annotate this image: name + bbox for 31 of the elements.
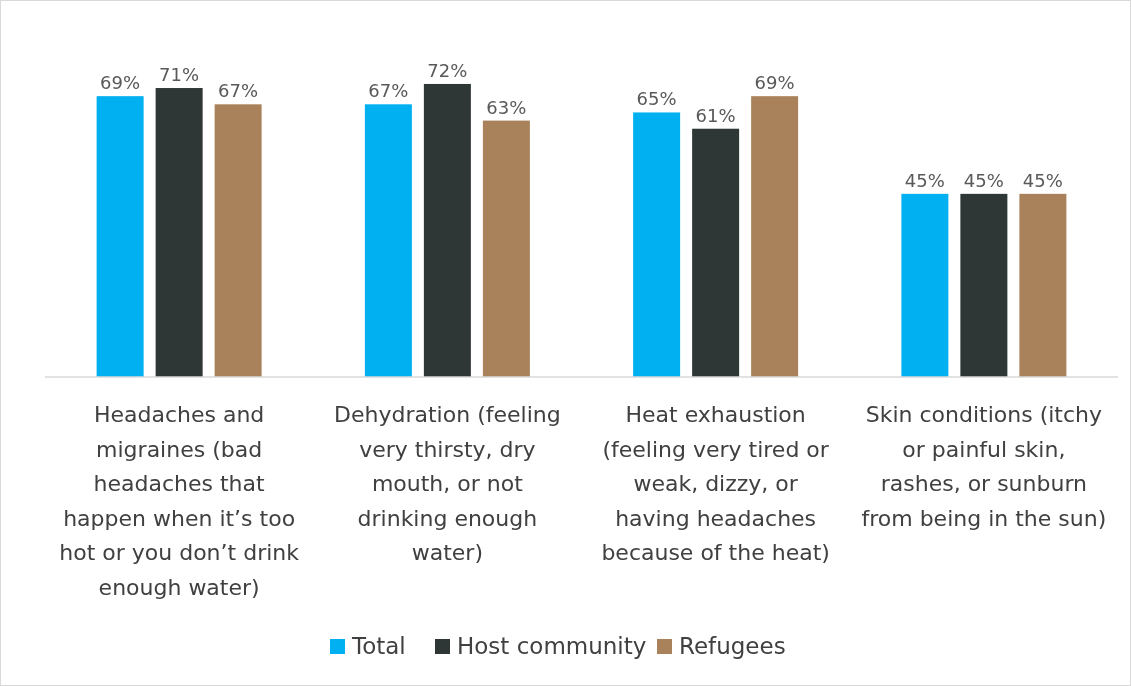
data-label: 69% <box>754 72 795 94</box>
bar <box>214 104 262 377</box>
bar <box>423 83 471 377</box>
data-label: 67% <box>368 80 409 102</box>
bar <box>633 112 681 377</box>
bar <box>751 96 799 377</box>
x-tick-label: Heat exhaustion (feeling very tired or weak, dizzy, or having headaches because of the heat) <box>601 402 830 565</box>
data-label: 45% <box>963 169 1004 191</box>
data-label: 69% <box>100 72 141 94</box>
legend-label: Host community <box>457 633 647 659</box>
bar <box>155 88 203 377</box>
data-label: 67% <box>218 80 259 102</box>
data-label: 72% <box>427 59 468 81</box>
bar <box>960 193 1008 377</box>
data-label: 45% <box>1022 169 1063 191</box>
data-label: 45% <box>904 169 945 191</box>
legend-label: Total <box>351 633 406 659</box>
bar <box>482 120 530 377</box>
data-label: 63% <box>486 96 527 118</box>
bar <box>1019 193 1067 377</box>
bar <box>364 104 412 377</box>
data-label: 71% <box>159 64 200 86</box>
data-label: 65% <box>636 88 677 110</box>
legend-label: Refugees <box>679 633 786 659</box>
x-tick-label: Dehydration (feeling very thirsty, dry mouth, or not drinking enough water) <box>334 402 561 565</box>
data-label: 61% <box>695 104 736 126</box>
bar <box>901 193 949 377</box>
x-tick-label: Headaches and migraines (bad headaches that happen when it’s too hot or you don’t drink enough water) <box>59 402 300 600</box>
bar <box>692 128 740 377</box>
bar <box>96 96 144 377</box>
x-tick-label: Skin conditions (itchy or painful skin, rashes, or sunburn from being in the sun) <box>861 402 1107 531</box>
